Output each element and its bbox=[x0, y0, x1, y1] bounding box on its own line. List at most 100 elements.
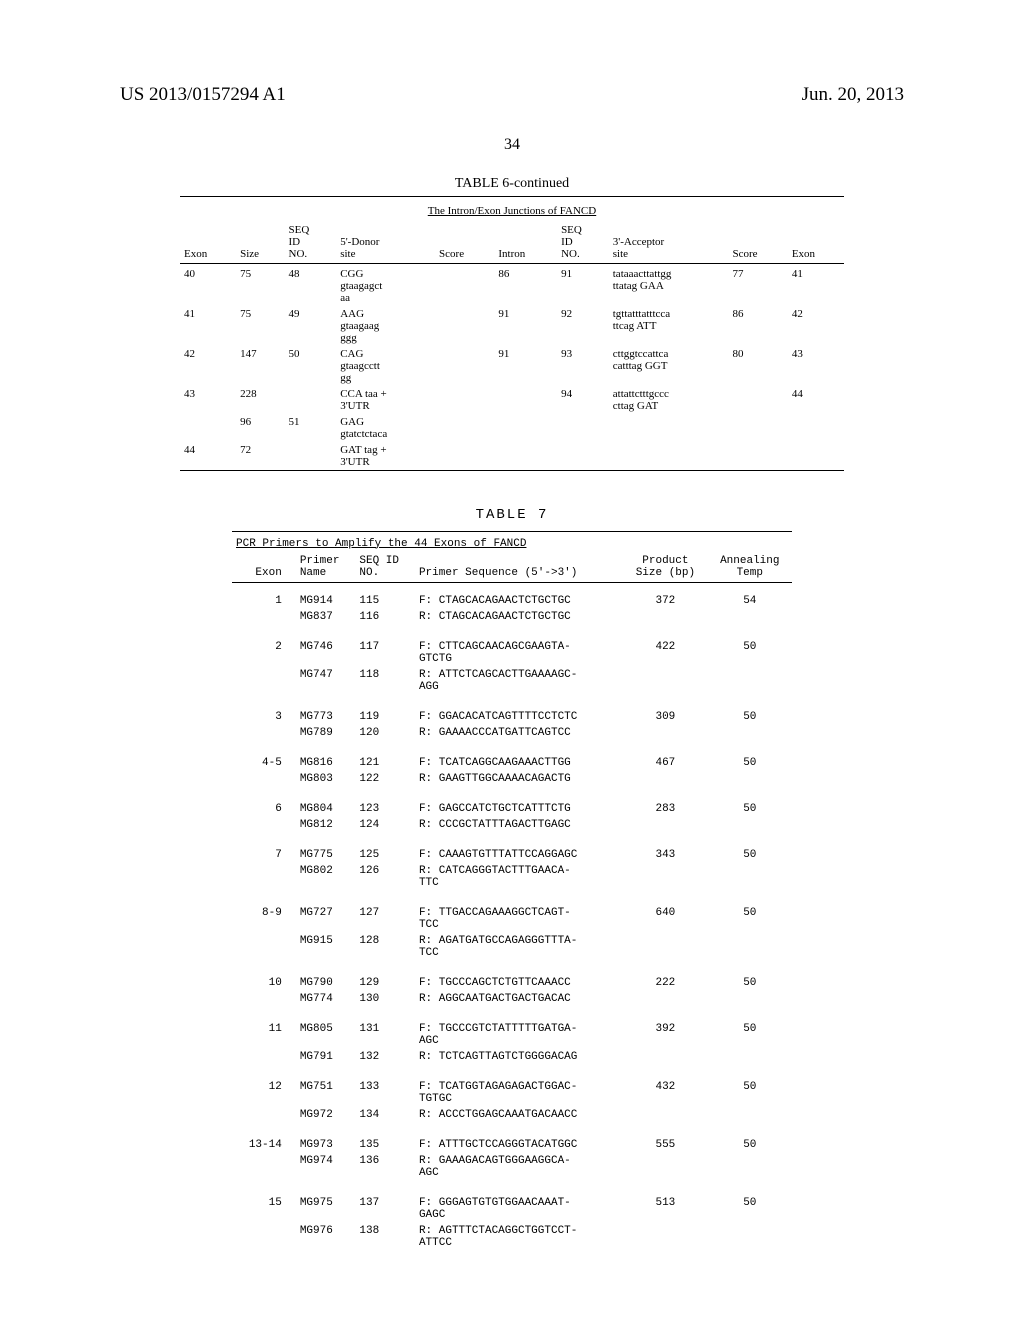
cell-product bbox=[623, 1223, 707, 1251]
table6-header-row: Exon Size SEQIDNO. 5'-Donorsite Score In… bbox=[180, 221, 844, 264]
cell-temp bbox=[708, 1049, 792, 1065]
cell-sequence: R: AGATGATGCCAGAGGGTTTA-TCC bbox=[415, 933, 623, 961]
cell-exon: 1 bbox=[232, 593, 296, 609]
cell-product: 283 bbox=[623, 801, 707, 817]
cell-seqid: 118 bbox=[355, 667, 415, 695]
cell-seqid2 bbox=[557, 442, 609, 470]
cell-temp bbox=[708, 725, 792, 741]
cell-temp: 50 bbox=[708, 905, 792, 933]
table-row: MG837116R: CTAGCACAGAACTCTGCTGC bbox=[232, 609, 792, 625]
cell-seqid: 138 bbox=[355, 1223, 415, 1251]
cell-sequence: F: CAAAGTGTTTATTCCAGGAGC bbox=[415, 847, 623, 863]
cell-product: 555 bbox=[623, 1137, 707, 1153]
cell-exon: 10 bbox=[232, 975, 296, 991]
cell-sequence: F: ATTTGCTCCAGGGTACATGGC bbox=[415, 1137, 623, 1153]
cell-primer: MG789 bbox=[296, 725, 356, 741]
cell-sequence: F: GGACACATCAGTTTTCCTCTC bbox=[415, 709, 623, 725]
group-spacer bbox=[232, 1065, 792, 1079]
cell-seqid1: 49 bbox=[285, 306, 337, 346]
table-row: 11MG805131F: TGCCCGTCTATTTTTGATGA-AGC392… bbox=[232, 1021, 792, 1049]
cell-temp bbox=[708, 991, 792, 1007]
cell-product: 513 bbox=[623, 1195, 707, 1223]
th-exon2: Exon bbox=[788, 221, 844, 264]
cell-exon bbox=[232, 1049, 296, 1065]
cell-exon2: 41 bbox=[788, 266, 844, 306]
cell-size: 75 bbox=[236, 266, 284, 306]
cell-primer: MG837 bbox=[296, 609, 356, 625]
cell-score1 bbox=[435, 306, 494, 346]
table-row: 13-14MG973135F: ATTTGCTCCAGGGTACATGGC555… bbox=[232, 1137, 792, 1153]
cell-acceptor bbox=[609, 442, 729, 470]
cell-sequence: R: GAAAACCCATGATTCAGTCC bbox=[415, 725, 623, 741]
table-row: 4472GAT tag +3'UTR bbox=[180, 442, 844, 470]
cell-exon bbox=[232, 1107, 296, 1123]
cell-primer: MG914 bbox=[296, 593, 356, 609]
cell-size: 75 bbox=[236, 306, 284, 346]
cell-seqid2: 92 bbox=[557, 306, 609, 346]
cell-primer: MG727 bbox=[296, 905, 356, 933]
cell-exon bbox=[232, 1223, 296, 1251]
page-number: 34 bbox=[0, 136, 1024, 154]
cell-exon: 44 bbox=[180, 442, 236, 470]
th7-seqid: SEQ IDNO. bbox=[355, 552, 415, 583]
cell-temp: 50 bbox=[708, 1137, 792, 1153]
cell-sequence: R: AGTTTCTACAGGCTGGTCCT-ATTCC bbox=[415, 1223, 623, 1251]
th-score1: Score bbox=[435, 221, 494, 264]
cell-exon: 6 bbox=[232, 801, 296, 817]
th7-product: ProductSize (bp) bbox=[623, 552, 707, 583]
cell-primer: MG816 bbox=[296, 755, 356, 771]
cell-exon2 bbox=[788, 442, 844, 470]
cell-seqid: 133 bbox=[355, 1079, 415, 1107]
cell-exon: 12 bbox=[232, 1079, 296, 1107]
group-spacer bbox=[232, 1181, 792, 1195]
cell-sequence: R: CATCAGGGTACTTTGAACA-TTC bbox=[415, 863, 623, 891]
group-spacer bbox=[232, 585, 792, 593]
table-row: MG812124R: CCCGCTATTTAGACTTGAGC bbox=[232, 817, 792, 833]
cell-exon bbox=[180, 414, 236, 442]
cell-seqid: 126 bbox=[355, 863, 415, 891]
cell-primer: MG747 bbox=[296, 667, 356, 695]
table-row: 9651GAGgtatctctaca bbox=[180, 414, 844, 442]
table-row: 6MG804123F: GAGCCATCTGCTCATTTCTG28350 bbox=[232, 801, 792, 817]
cell-exon2: 42 bbox=[788, 306, 844, 346]
th-intron: Intron bbox=[494, 221, 557, 264]
table-row: 7MG775125F: CAAAGTGTTTATTCCAGGAGC34350 bbox=[232, 847, 792, 863]
cell-acceptor bbox=[609, 414, 729, 442]
cell-seqid: 127 bbox=[355, 905, 415, 933]
cell-sequence: F: TGCCCGTCTATTTTTGATGA-AGC bbox=[415, 1021, 623, 1049]
table-row: 4214750CAGgtaagccttgg9193cttggtccattcaca… bbox=[180, 346, 844, 386]
table-row: 12MG751133F: TCATGGTAGAGAGACTGGAC-TGTGC4… bbox=[232, 1079, 792, 1107]
cell-score1 bbox=[435, 386, 494, 414]
cell-acceptor: cttggtccattcacatttag GGT bbox=[609, 346, 729, 386]
cell-exon bbox=[232, 667, 296, 695]
cell-product bbox=[623, 817, 707, 833]
cell-exon bbox=[232, 609, 296, 625]
table-row: MG802126R: CATCAGGGTACTTTGAACA-TTC bbox=[232, 863, 792, 891]
group-spacer bbox=[232, 741, 792, 755]
cell-sequence: R: AGGCAATGACTGACTGACAC bbox=[415, 991, 623, 1007]
cell-intron bbox=[494, 386, 557, 414]
cell-seqid2: 91 bbox=[557, 266, 609, 306]
group-spacer bbox=[232, 695, 792, 709]
cell-exon: 42 bbox=[180, 346, 236, 386]
cell-primer: MG751 bbox=[296, 1079, 356, 1107]
cell-score2 bbox=[728, 414, 787, 442]
table-row: MG915128R: AGATGATGCCAGAGGGTTTA-TCC bbox=[232, 933, 792, 961]
cell-primer: MG915 bbox=[296, 933, 356, 961]
th7-primer: PrimerName bbox=[296, 552, 356, 583]
cell-primer: MG973 bbox=[296, 1137, 356, 1153]
cell-primer: MG802 bbox=[296, 863, 356, 891]
content-area: TABLE 6-continued The Intron/Exon Juncti… bbox=[0, 176, 1024, 1251]
table-row: 3MG773119F: GGACACATCAGTTTTCCTCTC30950 bbox=[232, 709, 792, 725]
cell-seqid: 116 bbox=[355, 609, 415, 625]
cell-sequence: R: ATTCTCAGCACTTGAAAAGC-AGG bbox=[415, 667, 623, 695]
cell-seqid1: 50 bbox=[285, 346, 337, 386]
cell-seqid: 122 bbox=[355, 771, 415, 787]
cell-product: 372 bbox=[623, 593, 707, 609]
cell-seqid1: 48 bbox=[285, 266, 337, 306]
th-size: Size bbox=[236, 221, 284, 264]
cell-exon: 3 bbox=[232, 709, 296, 725]
cell-primer: MG791 bbox=[296, 1049, 356, 1065]
cell-score2: 77 bbox=[728, 266, 787, 306]
cell-temp bbox=[708, 817, 792, 833]
